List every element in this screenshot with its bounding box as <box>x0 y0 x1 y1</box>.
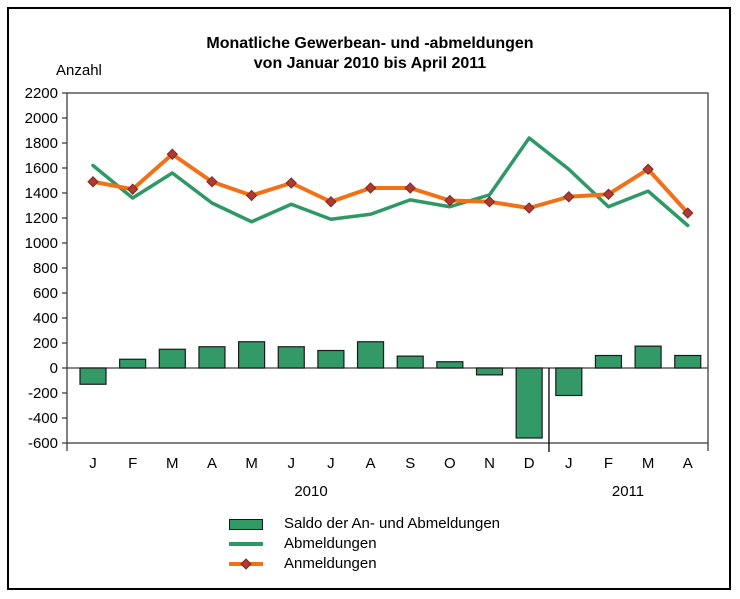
anmeldungen-marker <box>682 207 694 219</box>
anmeldungen-marker <box>245 189 258 202</box>
anmeldungen-marker <box>404 182 416 194</box>
anmeldungen-marker <box>642 163 654 175</box>
legend-item-abmeldungen: Abmeldungen <box>229 534 500 554</box>
anmeldungen-marker <box>523 202 535 214</box>
legend-label-saldo: Saldo der An- und Abmeldungen <box>284 515 500 532</box>
saldo-bar <box>594 354 623 369</box>
plot-border <box>66 92 709 444</box>
y-axis-tick-label: 1600 <box>25 160 58 177</box>
anmeldungen-line-icon <box>229 558 263 570</box>
x-axis-month-label: D <box>524 455 535 472</box>
saldo-bar <box>436 361 464 369</box>
anmeldungen-line <box>91 152 690 215</box>
anmeldungen-marker <box>126 183 139 195</box>
y-axis-tick-label: 1200 <box>25 210 58 227</box>
x-axis-month-label: O <box>444 455 456 472</box>
saldo-bar <box>396 355 424 369</box>
saldo-bar <box>356 341 385 369</box>
y-axis-tick-label: 1400 <box>25 185 58 202</box>
y-axis-tick-label: 2000 <box>25 110 58 127</box>
legend-item-saldo: Saldo der An- und Abmeldungen <box>229 514 500 534</box>
saldo-bar <box>158 348 186 369</box>
y-axis-tick-label: -200 <box>28 385 58 402</box>
saldo-bar <box>555 367 583 397</box>
y-axis-tick-label: 1000 <box>25 235 58 252</box>
x-axis-month-label: M <box>642 455 655 472</box>
chart-title: Monatliche Gewerbean- und -abmeldungen v… <box>0 34 740 74</box>
x-axis-month-label: A <box>207 455 217 472</box>
saldo-bar <box>238 341 266 369</box>
y-axis-tick-label: 800 <box>33 260 58 277</box>
saldo-bar <box>317 349 345 369</box>
saldo-bar <box>515 367 543 439</box>
abmeldungen-line-icon <box>229 542 263 546</box>
anmeldungen-marker <box>166 148 179 160</box>
chart-frame <box>7 7 731 590</box>
legend-item-anmeldungen: Anmeldungen <box>229 554 500 574</box>
x-axis-month-label: M <box>245 455 258 472</box>
saldo-swatch-icon <box>229 518 263 530</box>
legend-label-anmeldungen: Anmeldungen <box>284 555 377 572</box>
anmeldungen-marker <box>206 176 218 188</box>
saldo-bar <box>198 346 226 369</box>
anmeldungen-marker <box>364 182 377 194</box>
x-axis-month-label: J <box>89 455 97 472</box>
legend: Saldo der An- und Abmeldungen Abmeldunge… <box>229 514 500 574</box>
anmeldungen-marker <box>444 194 456 207</box>
x-axis-month-label: J <box>565 455 573 472</box>
anmeldungen-marker-icon <box>240 558 252 570</box>
x-axis-month-label: S <box>405 455 415 472</box>
year-label-2010: 2010 <box>294 483 328 500</box>
anmeldungen-marker <box>285 177 297 189</box>
legend-label-abmeldungen: Abmeldungen <box>284 535 377 552</box>
year-label-2011: 2011 <box>611 483 645 500</box>
anmeldungen-marker <box>602 188 615 200</box>
y-axis-tick-label: -400 <box>28 410 58 427</box>
saldo-bar <box>634 345 662 369</box>
x-axis-month-label: F <box>604 455 613 472</box>
chart-title-line1: Monatliche Gewerbean- und -abmeldungen <box>206 35 534 52</box>
anmeldungen-marker <box>325 196 337 208</box>
x-axis-month-label: A <box>683 455 693 472</box>
abmeldungen-line <box>91 136 690 228</box>
saldo-bar <box>119 358 147 369</box>
x-axis-month-label: M <box>166 455 179 472</box>
y-axis-title: Anzahl <box>56 62 102 79</box>
y-axis-tick-label: -600 <box>28 435 58 452</box>
y-axis-tick-label: 0 <box>50 360 58 377</box>
y-axis-tick-label: 2200 <box>25 85 58 102</box>
anmeldungen-marker <box>563 191 575 203</box>
y-axis-tick-label: 600 <box>33 285 58 302</box>
y-axis-tick-label: 200 <box>33 335 58 352</box>
x-axis-month-label: J <box>288 455 296 472</box>
anmeldungen-marker <box>483 196 496 208</box>
saldo-bar <box>277 346 305 369</box>
chart-title-line2: von Januar 2010 bis April 2011 <box>253 55 487 72</box>
saldo-bar <box>79 367 107 385</box>
x-axis-month-label: J <box>327 455 335 472</box>
y-axis-tick-label: 1800 <box>25 135 58 152</box>
x-axis-month-label: F <box>128 455 137 472</box>
y-axis-tick-label: 400 <box>33 310 58 327</box>
x-axis-month-label: A <box>366 455 376 472</box>
saldo-bar <box>674 354 702 369</box>
anmeldungen-marker <box>87 176 99 188</box>
saldo-bar <box>475 367 504 376</box>
x-axis-month-label: N <box>484 455 495 472</box>
